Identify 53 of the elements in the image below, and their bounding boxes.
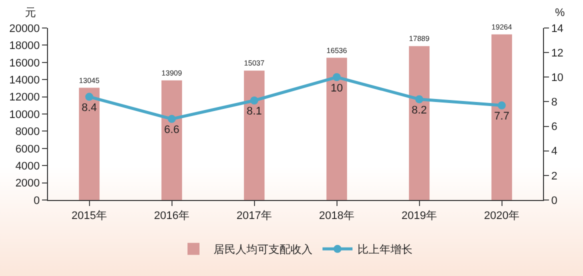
x-tick-label: 2016年 bbox=[154, 210, 190, 222]
data-label: 19264 bbox=[491, 22, 512, 32]
bar bbox=[326, 58, 348, 200]
y-tick-label: 10000 bbox=[9, 108, 40, 121]
legend-label: 居民人均可支配收入 bbox=[214, 243, 312, 256]
data-label: 8.2 bbox=[412, 104, 427, 117]
y-tick-label: 12000 bbox=[9, 92, 40, 104]
legend-label: 比上年增长 bbox=[358, 243, 412, 256]
y-tick-label: 0 bbox=[34, 194, 40, 207]
bar bbox=[161, 80, 182, 200]
data-label: 15037 bbox=[244, 58, 265, 68]
y-tick-label: 6000 bbox=[15, 143, 40, 156]
x-tick-label: 2015年 bbox=[72, 210, 107, 222]
data-label: 13909 bbox=[161, 68, 182, 78]
data-label: 16536 bbox=[326, 46, 348, 55]
y2-tick-label: 12 bbox=[551, 47, 564, 60]
data-label: 8.4 bbox=[82, 102, 97, 114]
y2-tick-label: 14 bbox=[551, 22, 564, 35]
y-tick-label: 2000 bbox=[15, 178, 40, 190]
y2-tick-label: 0 bbox=[551, 194, 558, 207]
y-tick-label: 4000 bbox=[15, 160, 40, 172]
data-label: 8.1 bbox=[246, 106, 262, 118]
y-tick-label: 8000 bbox=[15, 126, 40, 138]
y-axis-title: 元 bbox=[25, 7, 36, 19]
y-tick-label: 20000 bbox=[9, 22, 40, 35]
data-label: 7.7 bbox=[494, 110, 510, 123]
point bbox=[85, 92, 94, 101]
y-tick-label: 18000 bbox=[9, 40, 40, 52]
y2-tick-label: 10 bbox=[551, 72, 564, 84]
y2-tick-label: 6 bbox=[551, 121, 558, 134]
y2-tick-label: 4 bbox=[551, 146, 558, 158]
point bbox=[498, 101, 506, 110]
point bbox=[250, 96, 258, 104]
data-label: 6.6 bbox=[164, 124, 180, 136]
bar bbox=[491, 34, 512, 200]
y-tick-label: 16000 bbox=[9, 57, 40, 70]
data-label: 13045 bbox=[78, 76, 100, 85]
y2-tick-label: 8 bbox=[551, 96, 558, 109]
y2-tick-label: 2 bbox=[551, 170, 558, 182]
data-label: 17889 bbox=[408, 34, 430, 44]
data-label: 10 bbox=[330, 82, 343, 94]
x-tick-label: 2020年 bbox=[484, 210, 520, 222]
bar bbox=[408, 46, 430, 200]
point bbox=[168, 114, 176, 123]
bar bbox=[78, 88, 100, 200]
y2-axis-title: % bbox=[555, 7, 565, 19]
y-tick-label: 14000 bbox=[9, 74, 40, 86]
x-tick-label: 2019年 bbox=[402, 210, 437, 222]
x-tick-label: 2018年 bbox=[319, 210, 354, 222]
x-tick-label: 2017年 bbox=[236, 210, 272, 222]
bar bbox=[244, 70, 265, 200]
point bbox=[415, 95, 424, 104]
point bbox=[332, 73, 341, 82]
